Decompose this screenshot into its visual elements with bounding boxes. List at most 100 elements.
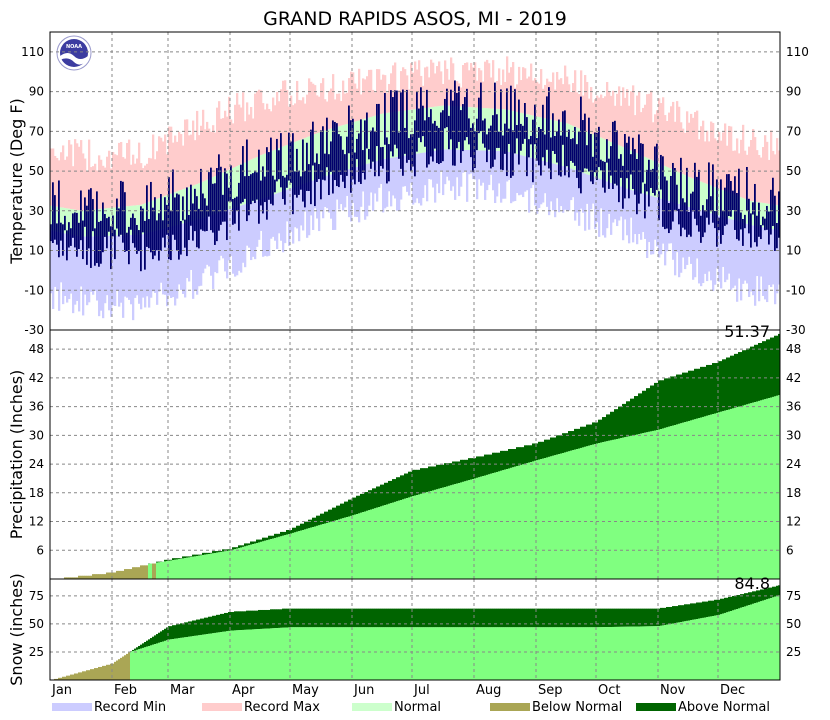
record-min-bar xyxy=(96,236,99,301)
above-normal-bar xyxy=(560,608,563,628)
above-normal-bar xyxy=(168,626,171,640)
record-max-bar xyxy=(62,145,65,208)
observed-bar xyxy=(622,165,624,209)
record-min-bar xyxy=(536,159,539,214)
normal-cumulative-bar xyxy=(628,436,631,579)
record-max-bar xyxy=(112,151,115,208)
observed-bar xyxy=(420,87,422,143)
normal-cumulative-bar xyxy=(522,464,525,579)
record-min-bar xyxy=(330,174,333,219)
normal-cumulative-bar xyxy=(654,430,657,579)
normal-cumulative-bar xyxy=(680,622,683,680)
record-max-bar xyxy=(710,121,713,186)
above-normal-bar xyxy=(726,357,729,411)
record-max-bar xyxy=(506,56,509,110)
normal-cumulative-bar xyxy=(214,552,217,579)
normal-cumulative-bar xyxy=(580,627,583,680)
above-normal-bar xyxy=(516,608,519,628)
month-label: Oct xyxy=(598,683,620,698)
observed-bar xyxy=(694,162,696,219)
above-normal-bar xyxy=(408,608,411,628)
record-max-bar xyxy=(398,90,401,112)
normal-cumulative-bar xyxy=(224,631,227,680)
above-normal-bar xyxy=(472,608,475,628)
record-max-bar xyxy=(520,80,523,113)
observed-bar xyxy=(678,208,680,225)
observed-bar xyxy=(330,141,332,172)
normal-cumulative-bar xyxy=(558,627,561,680)
above-normal-bar xyxy=(710,364,713,415)
above-normal-bar xyxy=(486,454,489,475)
above-normal-bar xyxy=(174,625,177,639)
above-normal-bar xyxy=(242,611,245,630)
below-normal-bar xyxy=(58,677,61,680)
record-min-bar xyxy=(660,198,663,255)
record-min-bar xyxy=(296,185,299,229)
observed-bar xyxy=(428,117,430,165)
observed-bar xyxy=(394,90,396,145)
above-normal-bar xyxy=(384,608,387,628)
record-min-bar xyxy=(586,174,589,204)
above-normal-bar xyxy=(630,398,633,436)
above-normal-bar xyxy=(280,609,283,628)
normal-cumulative-bar xyxy=(162,561,165,579)
normal-cumulative-bar xyxy=(666,427,669,579)
normal-cumulative-bar xyxy=(534,460,537,579)
observed-bar xyxy=(276,138,278,182)
normal-cumulative-bar xyxy=(314,627,317,680)
above-normal-bar xyxy=(330,608,333,628)
normal-cumulative-bar xyxy=(552,627,555,680)
record-max-bar xyxy=(720,140,723,190)
month-label: Nov xyxy=(660,683,686,698)
above-normal-bar xyxy=(568,431,571,452)
normal-bar xyxy=(388,112,391,159)
normal-cumulative-bar xyxy=(260,541,263,579)
below-normal-bar xyxy=(118,570,121,579)
record-max-bar xyxy=(206,121,209,180)
normal-cumulative-bar xyxy=(630,626,633,680)
normal-bar xyxy=(750,201,753,225)
above-normal-bar xyxy=(660,380,663,430)
above-normal-bar xyxy=(604,417,607,442)
above-normal-bar xyxy=(452,608,455,628)
record-min-bar xyxy=(80,236,83,287)
tick-label-left: 70 xyxy=(29,124,44,138)
normal-cumulative-bar xyxy=(632,435,635,579)
record-min-bar xyxy=(726,217,729,280)
normal-cumulative-bar xyxy=(570,450,573,579)
record-max-bar xyxy=(484,61,487,109)
observed-bar xyxy=(584,113,586,169)
observed-bar xyxy=(178,194,180,260)
above-normal-bar xyxy=(388,480,391,504)
above-normal-bar xyxy=(606,608,609,628)
record-min-bar xyxy=(270,195,273,239)
above-normal-bar xyxy=(598,419,601,444)
record-min-bar xyxy=(206,216,209,265)
normal-cumulative-bar xyxy=(278,627,281,680)
normal-bar xyxy=(410,109,413,155)
observed-bar xyxy=(126,232,128,252)
normal-cumulative-bar xyxy=(358,513,361,579)
above-normal-bar xyxy=(500,608,503,628)
above-normal-bar xyxy=(170,559,173,561)
observed-bar xyxy=(764,218,766,231)
record-max-bar xyxy=(136,158,139,206)
observed-bar xyxy=(194,188,196,232)
above-normal-bar xyxy=(694,603,697,620)
normal-cumulative-bar xyxy=(748,605,751,680)
observed-bar xyxy=(94,228,96,266)
above-normal-bar xyxy=(668,606,671,625)
record-max-bar xyxy=(496,80,499,109)
above-normal-bar xyxy=(186,622,189,637)
record-min-bar xyxy=(608,182,611,214)
above-normal-bar xyxy=(690,603,693,621)
record-min-bar xyxy=(368,163,371,206)
above-normal-bar xyxy=(494,608,497,628)
above-normal-bar xyxy=(344,608,347,628)
record-max-bar xyxy=(442,83,445,106)
record-max-bar xyxy=(532,80,535,116)
observed-bar xyxy=(218,154,220,231)
record-max-bar xyxy=(260,90,263,156)
above-normal-bar xyxy=(368,608,371,628)
normal-bar xyxy=(298,140,301,186)
